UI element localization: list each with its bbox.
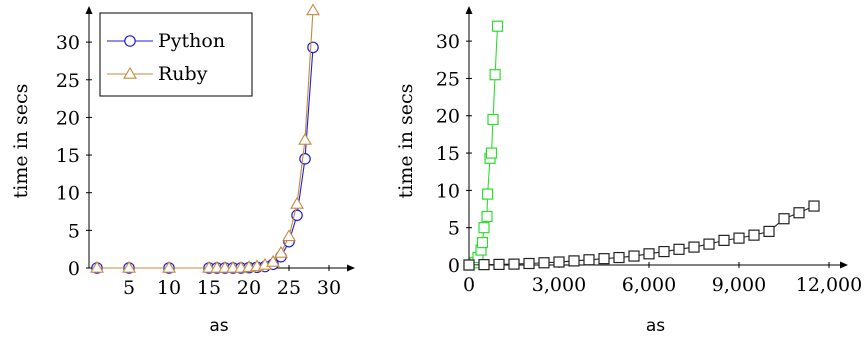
data-point — [90, 260, 104, 273]
x-tick-label: 3,000 — [532, 274, 586, 296]
y-tick-label: 15 — [436, 143, 460, 165]
x-tick-label: 5 — [123, 277, 135, 299]
legend-label: Python — [158, 30, 225, 52]
x-tick-label: 15 — [197, 277, 221, 299]
y-tick-label: 20 — [56, 107, 80, 129]
y-tick-label: 30 — [56, 32, 80, 54]
data-point — [808, 200, 820, 212]
data-point — [793, 207, 805, 219]
data-point — [485, 147, 498, 159]
data-point — [703, 238, 715, 250]
data-point — [491, 20, 504, 32]
data-point — [299, 153, 311, 165]
x-tick-label: 20 — [237, 277, 261, 299]
data-point — [778, 213, 790, 225]
x-tick-label: 9,000 — [712, 274, 766, 296]
x-axis-label: as — [209, 316, 228, 336]
y-tick-label: 20 — [436, 106, 460, 128]
y-axis-label: time in secs — [10, 84, 32, 199]
legend-marker — [123, 66, 137, 79]
legend: Python Ruby — [99, 12, 253, 97]
data-point — [538, 257, 550, 269]
data-point — [718, 234, 730, 246]
data-point — [274, 245, 288, 258]
data-point — [673, 243, 685, 255]
data-point — [487, 113, 499, 126]
data-point — [307, 41, 319, 54]
series-line — [468, 205, 815, 266]
data-point — [482, 188, 494, 200]
data-point — [266, 254, 280, 267]
y-tick-label: 0 — [448, 255, 460, 277]
data-point — [290, 196, 304, 209]
y-axis-arrow — [465, 6, 473, 14]
data-point — [476, 237, 489, 249]
data-point — [658, 245, 670, 258]
x-tick-label: 6,000 — [622, 274, 676, 296]
y-tick-label: 10 — [56, 183, 80, 205]
x-tick-label: 25 — [277, 277, 301, 299]
y-tick-label: 0 — [68, 258, 80, 280]
x-tick-label: 10 — [157, 277, 181, 299]
data-point — [478, 259, 490, 271]
data-point — [282, 229, 296, 242]
legend-marker — [124, 35, 136, 47]
data-point — [748, 229, 760, 241]
y-tick-label: 25 — [56, 70, 80, 92]
x-axis-arrow — [347, 264, 355, 272]
data-point — [628, 250, 640, 262]
y-tick-label: 30 — [436, 31, 460, 53]
y-tick-label: 10 — [436, 180, 460, 202]
data-point — [493, 258, 505, 271]
data-point — [643, 248, 655, 260]
y-axis-arrow — [85, 6, 93, 14]
data-point — [306, 3, 320, 16]
y-tick-label: 5 — [68, 220, 80, 242]
y-tick-label: 15 — [56, 145, 80, 167]
data-point — [478, 222, 490, 234]
x-tick-label: 30 — [317, 277, 341, 299]
y-tick-label: 5 — [448, 218, 460, 240]
right-chart: 0 3,000 6,000 9,000 12,000 0 5 10 15 20 25 30 as time… — [395, 6, 862, 336]
data-point — [463, 259, 475, 271]
data-point — [568, 255, 580, 267]
x-axis-label: as — [646, 316, 665, 336]
legend-box — [99, 12, 253, 97]
data-point — [598, 253, 610, 265]
x-axis-arrow — [840, 261, 848, 269]
data-point — [508, 258, 520, 270]
data-point — [122, 260, 136, 273]
data-point — [162, 260, 176, 273]
data-point — [523, 257, 535, 270]
x-tick-label: 12,000 — [796, 274, 862, 296]
legend-label: Ruby — [158, 63, 208, 85]
y-tick-label: 25 — [436, 68, 460, 90]
data-point — [583, 254, 595, 266]
x-tick-label: 0 — [463, 274, 475, 296]
data-point — [733, 232, 745, 244]
data-point — [489, 69, 501, 81]
data-point — [613, 251, 625, 264]
data-point — [481, 210, 493, 223]
data-point — [553, 256, 565, 268]
data-point — [298, 132, 312, 145]
data-point — [688, 241, 700, 253]
data-point — [763, 225, 775, 238]
y-axis-label: time in secs — [395, 84, 417, 199]
left-chart: 5 10 15 20 25 30 0 5 10 15 20 25 30 as time in secs Pyt… — [10, 3, 355, 336]
